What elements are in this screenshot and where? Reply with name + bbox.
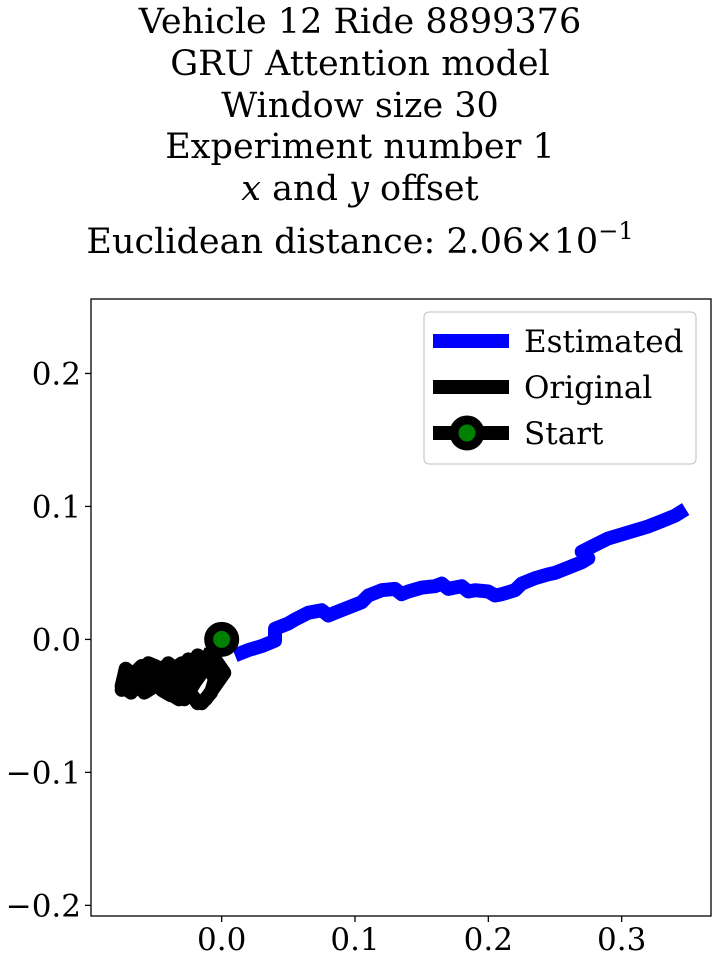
title-and: and xyxy=(261,169,350,209)
legend: Estimated Original Start xyxy=(423,311,697,465)
title-line-6: Euclidean distance: 2.06×10−1 xyxy=(0,211,719,264)
x-tick-label: 0.0 xyxy=(197,922,246,958)
series-original-line xyxy=(114,634,232,711)
legend-label-estimated: Estimated xyxy=(524,324,683,360)
x-tick-label: 0.3 xyxy=(597,922,646,958)
title-line-4: Experiment number 1 xyxy=(165,127,555,167)
y-tick-label: 0.1 xyxy=(32,489,81,525)
y-axis: −0.2 −0.1 0.0 0.1 0.2 xyxy=(6,356,91,924)
series-estimated-line xyxy=(232,503,690,662)
title-line-2: GRU Attention model xyxy=(170,44,550,84)
title-distance-times: ×10 xyxy=(524,222,599,262)
y-tick-label: −0.2 xyxy=(6,888,81,924)
y-tick-label: 0.2 xyxy=(32,356,81,392)
x-axis: 0.0 0.1 0.2 0.3 xyxy=(197,916,646,958)
title-line-5: x and y offset xyxy=(0,169,719,211)
start-marker xyxy=(204,621,240,657)
axes-frame xyxy=(90,298,712,917)
legend-marker-start xyxy=(449,415,485,451)
y-tick-label: −0.1 xyxy=(6,755,81,791)
plot-area xyxy=(114,503,690,711)
title-line-1: Vehicle 12 Ride 8899376 xyxy=(138,2,582,42)
title-y-var: y xyxy=(349,169,369,209)
title-distance-prefix: Euclidean distance: 2.06 xyxy=(86,222,525,262)
title-line-3: Window size 30 xyxy=(221,86,499,126)
title-offset: offset xyxy=(368,169,479,209)
x-tick-label: 0.2 xyxy=(464,922,513,958)
title-distance-exponent: −1 xyxy=(598,217,634,245)
legend-label-original: Original xyxy=(524,370,652,406)
legend-label-start: Start xyxy=(524,416,604,452)
x-tick-label: 0.1 xyxy=(330,922,379,958)
title-x-var: x xyxy=(241,169,262,209)
y-tick-label: 0.0 xyxy=(32,622,81,658)
